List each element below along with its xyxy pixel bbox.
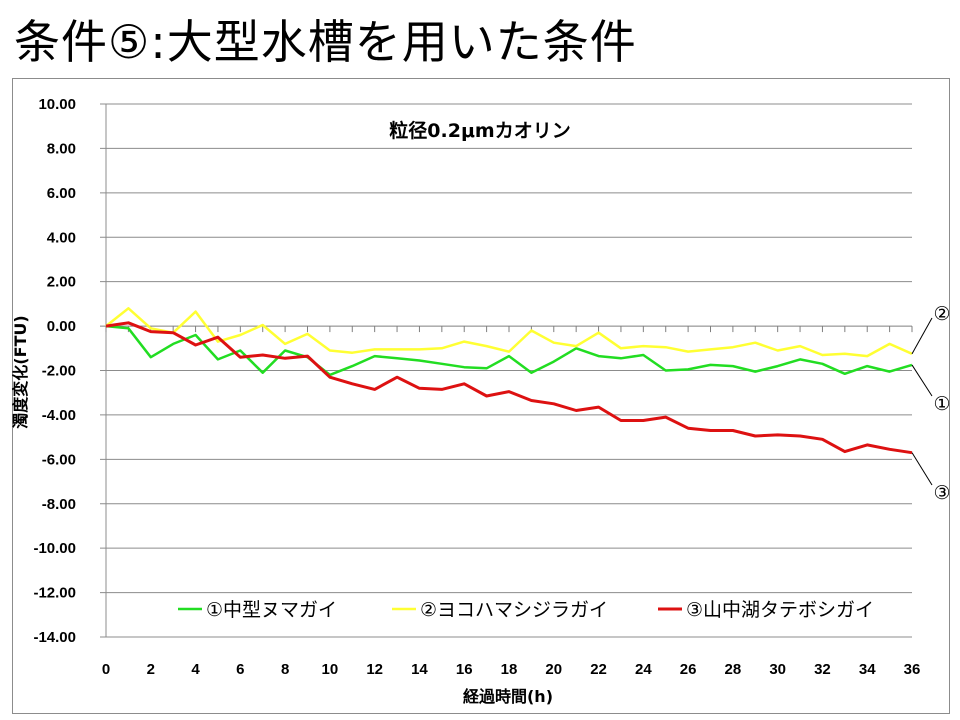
chart-frame [12, 78, 950, 714]
y-tick-label: -4.00 [42, 407, 76, 424]
x-tick-label: 4 [191, 661, 200, 678]
x-tick-label: 8 [281, 661, 289, 678]
series-line-1 [105, 324, 913, 377]
legend-label-2: ②ヨコハマシジラガイ [420, 599, 608, 621]
y-tick-label: 8.00 [47, 140, 76, 157]
x-tick-label: 30 [769, 661, 786, 678]
chart-title: 粒径0.2μmカオリン [389, 119, 570, 142]
x-tick-label: 24 [635, 661, 652, 678]
y-tick-labels: 10.00 8.00 6.00 4.00 2.00 0.00 -2.00 -4.00 -6.00… [33, 96, 76, 646]
slide-title: 条件⑤:大型水槽を用いた条件 [14, 15, 637, 69]
callout-label-3: ③ [933, 482, 950, 504]
legend-label-1: ①中型ヌマガイ [206, 599, 337, 621]
x-tick-label: 28 [725, 661, 742, 678]
series-lines [105, 307, 913, 455]
y-tick-label: 0.00 [47, 318, 76, 335]
y-axis-title: 濁度変化(FTU) [11, 315, 30, 428]
callout-leader-1 [911, 317, 933, 355]
callout-label-1: ② [933, 303, 950, 325]
x-tick-label: 32 [814, 661, 831, 678]
callout-leader-3 [911, 452, 933, 486]
legend: ①中型ヌマガイ ②ヨコハマシジラガイ ③山中湖タテボシガイ [178, 599, 874, 621]
series-line-3 [105, 321, 913, 455]
x-tick-label: 20 [545, 661, 562, 678]
x-tick-label: 34 [859, 661, 876, 678]
x-tick-label: 0 [102, 661, 110, 678]
y-tick-label: -14.00 [33, 629, 76, 646]
y-tick-label: 4.00 [47, 229, 76, 246]
y-tick-label: -10.00 [33, 540, 76, 557]
y-tick-label: -8.00 [42, 496, 76, 513]
x-tick-label: 16 [456, 661, 473, 678]
x-tick-label: 18 [501, 661, 518, 678]
x-axis-title: 経過時間(h) [463, 687, 553, 706]
gridlines [100, 103, 913, 638]
y-tick-label: 10.00 [38, 96, 76, 113]
callout-label-2: ① [933, 393, 950, 415]
x-tick-label: 6 [236, 661, 244, 678]
series-line-2 [105, 307, 913, 358]
x-tick-label: 10 [322, 661, 339, 678]
y-tick-label: 6.00 [47, 185, 76, 202]
y-tick-label: -12.00 [33, 585, 76, 602]
y-tick-label: -6.00 [42, 451, 76, 468]
callout-leader-2 [911, 364, 933, 397]
series-callouts: ② ① ③ [911, 303, 951, 504]
x-tick-label: 2 [147, 661, 155, 678]
x-tick-label: 14 [411, 661, 428, 678]
legend-label-3: ③山中湖タテボシガイ [686, 599, 874, 621]
x-tick-label: 36 [904, 661, 921, 678]
x-tick-label: 12 [366, 661, 383, 678]
x-tick-label: 22 [590, 661, 607, 678]
y-tick-label: 2.00 [47, 274, 76, 291]
y-tick-label: -2.00 [42, 363, 76, 380]
x-tick-label: 26 [680, 661, 697, 678]
x-tick-labels: 0 2 4 6 8 10 12 14 16 18 20 22 24 26 28 30 32 34 36 [102, 661, 921, 678]
